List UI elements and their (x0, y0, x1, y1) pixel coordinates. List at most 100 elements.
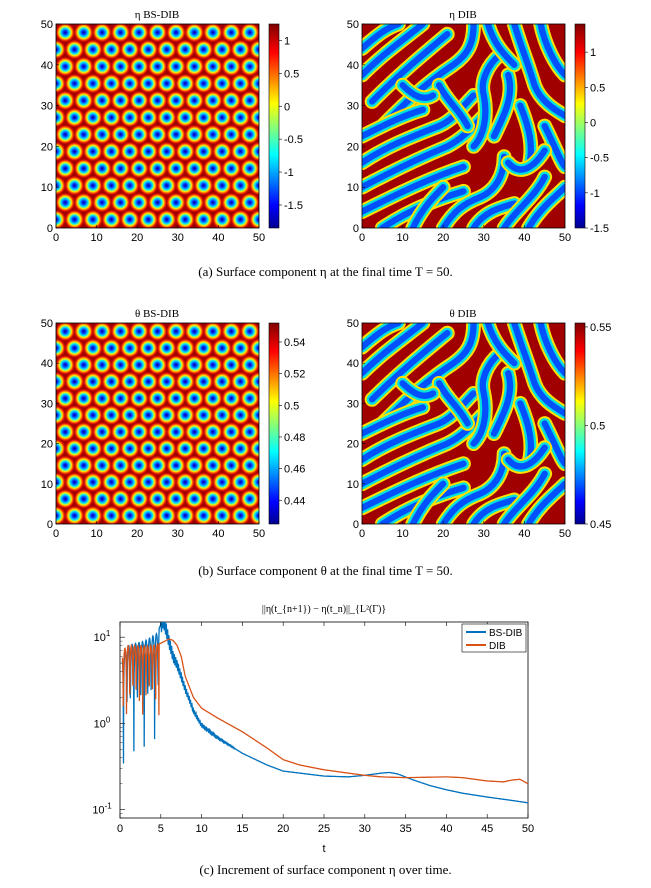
heatmap-stripe (368, 31, 451, 105)
heatmap-spot (202, 24, 224, 43)
heatmap-stripe (500, 173, 548, 228)
heatmap-spot (128, 354, 150, 376)
x-tick-label: 50 (253, 528, 265, 540)
heatmap-spot (202, 455, 224, 476)
colorbar-tick-label: -0.5 (590, 153, 609, 165)
heatmap-spot (73, 24, 94, 43)
heatmap-spot (193, 175, 214, 196)
heatmap-spot (202, 388, 224, 409)
heatmap-spot (56, 404, 67, 426)
heatmap-spot (211, 404, 233, 426)
heatmap-spot (119, 73, 140, 94)
heatmap-spot (91, 455, 113, 476)
colorbar-tick-label: 0.54 (284, 337, 305, 349)
heatmap-spot (165, 354, 187, 376)
heatmap-spot (248, 141, 259, 162)
heatmap-spot (91, 323, 113, 342)
heatmap-stripe (500, 470, 548, 524)
heatmap-spot (73, 90, 94, 111)
heatmap-spot (128, 90, 150, 111)
series-line-bs-dib (121, 622, 528, 804)
heatmap-spot (82, 371, 104, 392)
heatmap-spot (56, 24, 76, 43)
heatmap-spot (147, 124, 168, 145)
x-tick-label: 10 (90, 232, 102, 244)
heatmap-spot (211, 175, 233, 196)
heatmap-spot (82, 404, 104, 426)
colorbar-tick-label: 0.45 (590, 519, 611, 531)
heatmap-spot (82, 141, 104, 162)
heatmap-spot (119, 404, 140, 426)
heatmap-spot (147, 24, 168, 43)
heatmap-spot (248, 471, 259, 493)
heatmap-spot (221, 24, 242, 43)
heatmap-spot (156, 107, 177, 128)
heatmap-spot (119, 175, 140, 196)
heatmap-spot (211, 471, 233, 493)
heatmap-spot (56, 371, 67, 392)
heatmap-spot (128, 56, 150, 77)
heatmap-spot (82, 337, 104, 359)
heatmap-spot (56, 337, 67, 359)
heatmap-spot (193, 404, 214, 426)
heatmap-spot (211, 371, 233, 392)
heatmap-spot (156, 141, 177, 162)
heatmap-spot (82, 73, 104, 94)
heatmap-spot (248, 337, 259, 359)
y-tick-label: 30 (347, 398, 359, 410)
heatmap-spot (119, 337, 140, 359)
heatmap-stripe (362, 323, 427, 377)
heatmap-stripe (490, 370, 514, 437)
heatmap-spot (230, 107, 251, 128)
heatmap-spot (110, 90, 131, 111)
heatmap-spot (128, 488, 150, 510)
heatmap-spot (211, 505, 233, 524)
heatmap-spot (184, 90, 205, 111)
increment-line-chart: ||η(t_{n+1}) − η(t_n)||_{L²(Γ)} 0 5 10 15 20… (92, 604, 534, 855)
heatmap-spot (239, 158, 259, 179)
heatmap-spot (101, 371, 122, 392)
heatmap-spot (147, 354, 168, 376)
y-tick-label: 100 (94, 715, 111, 730)
x-tick-label: 10 (195, 823, 207, 835)
y-tick-label: 40 (41, 60, 53, 72)
heatmap-title: θ DIB (450, 308, 477, 320)
heatmap-spot (82, 175, 104, 196)
heatmap-spot (221, 354, 242, 376)
heatmap-spot (184, 24, 205, 43)
heatmap-stripe (484, 24, 518, 68)
heatmap-spot (91, 354, 113, 376)
heatmap-spot (138, 141, 159, 162)
heatmap-stripe (505, 147, 548, 173)
x-tick-label: 40 (518, 528, 530, 540)
heatmap-spot (202, 124, 224, 145)
heatmap-spot (248, 209, 259, 228)
heatmap-spot (248, 107, 259, 128)
x-tick-label: 5 (158, 823, 164, 835)
heatmap-spot (138, 438, 159, 459)
heatmap-spot (82, 438, 104, 459)
colorbar-tick-label: -1 (590, 188, 600, 200)
heatmap-spot (239, 124, 259, 145)
heatmap-spot (165, 192, 187, 213)
heatmap-spot (110, 323, 131, 342)
line-chart-title: ||η(t_{n+1}) − η(t_n)||_{L²(Γ)} (262, 604, 386, 615)
heatmap-spot (221, 192, 242, 213)
heatmap-spot (73, 421, 94, 443)
y-tick-label: 40 (347, 60, 359, 72)
y-tick-label: 10 (41, 479, 53, 491)
x-axis-label: t (322, 843, 325, 855)
heatmap-spot (165, 24, 187, 43)
heatmap-spot (248, 39, 259, 60)
x-tick-label: 40 (440, 823, 452, 835)
heatmap-spot (202, 488, 224, 510)
heatmap-spot (56, 175, 67, 196)
y-tick-label: 10-1 (92, 802, 112, 817)
heatmap-spot (202, 90, 224, 111)
heatmap-spot (230, 371, 251, 392)
heatmap-spot (119, 107, 140, 128)
y-tick-label: 30 (347, 101, 359, 113)
heatmap-spot (175, 209, 196, 228)
colorbar-tick-label: 0.5 (590, 82, 605, 94)
colorbar-tick-label: 0.5 (284, 68, 299, 80)
